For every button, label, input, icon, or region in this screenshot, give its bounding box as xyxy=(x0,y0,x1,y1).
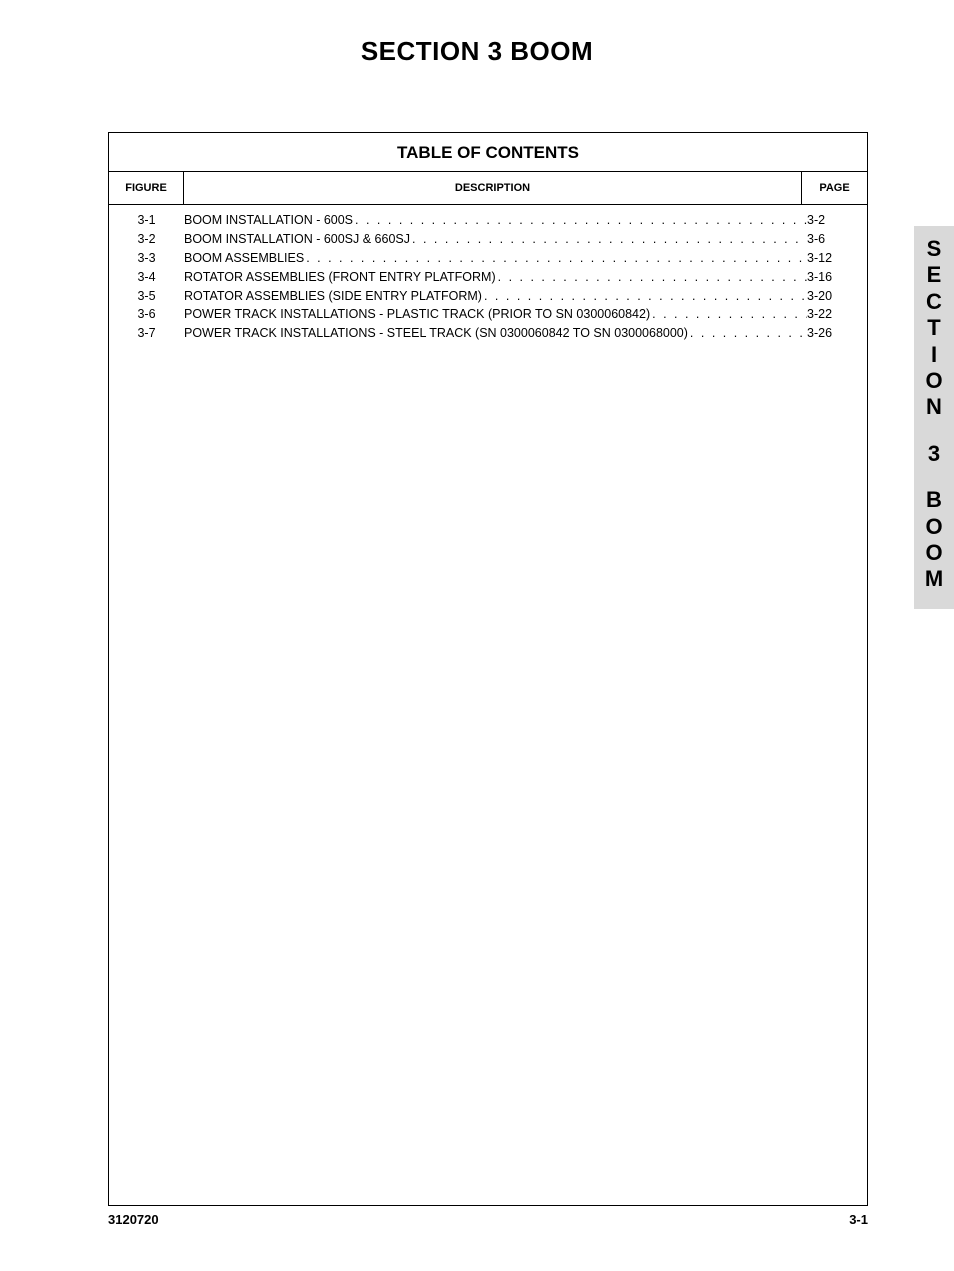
side-tab-char: E xyxy=(927,262,942,288)
toc-leader xyxy=(650,306,807,323)
toc-description-wrap: ROTATOR ASSEMBLIES (SIDE ENTRY PLATFORM)… xyxy=(184,288,867,305)
toc-title: TABLE OF CONTENTS xyxy=(109,133,867,172)
toc-leader xyxy=(304,250,807,267)
toc-page: 3-2 xyxy=(807,212,855,229)
toc-description-wrap: POWER TRACK INSTALLATIONS - STEEL TRACK … xyxy=(184,325,867,342)
toc-figure: 3-6 xyxy=(109,306,184,323)
footer-right: 3-1 xyxy=(849,1212,868,1227)
toc-row: 3-4ROTATOR ASSEMBLIES (FRONT ENTRY PLATF… xyxy=(109,268,867,287)
footer-left: 3120720 xyxy=(108,1212,159,1227)
toc-page: 3-26 xyxy=(807,325,855,342)
side-tab-char: S xyxy=(927,236,942,262)
toc-row: 3-5ROTATOR ASSEMBLIES (SIDE ENTRY PLATFO… xyxy=(109,287,867,306)
toc-row: 3-6POWER TRACK INSTALLATIONS - PLASTIC T… xyxy=(109,305,867,324)
toc-header-page: PAGE xyxy=(802,172,867,204)
toc-description-wrap: POWER TRACK INSTALLATIONS - PLASTIC TRAC… xyxy=(184,306,867,323)
side-tab-char: C xyxy=(926,289,942,315)
toc-figure: 3-3 xyxy=(109,250,184,267)
toc-body: 3-1BOOM INSTALLATION - 600S 3-23-2BOOM I… xyxy=(109,205,867,1205)
side-tab-char: O xyxy=(925,368,942,394)
toc-description: BOOM ASSEMBLIES xyxy=(184,250,304,267)
footer: 3120720 3-1 xyxy=(108,1205,868,1227)
toc-description: ROTATOR ASSEMBLIES (SIDE ENTRY PLATFORM) xyxy=(184,288,482,305)
toc-row: 3-2BOOM INSTALLATION - 600SJ & 660SJ 3-6 xyxy=(109,230,867,249)
toc-description: POWER TRACK INSTALLATIONS - STEEL TRACK … xyxy=(184,325,688,342)
toc-figure: 3-7 xyxy=(109,325,184,342)
toc-row: 3-1BOOM INSTALLATION - 600S 3-2 xyxy=(109,211,867,230)
side-tab-char: T xyxy=(927,315,940,341)
toc-row: 3-3BOOM ASSEMBLIES 3-12 xyxy=(109,249,867,268)
toc-figure: 3-4 xyxy=(109,269,184,286)
table-of-contents: TABLE OF CONTENTS FIGURE DESCRIPTION PAG… xyxy=(108,132,868,1206)
toc-description: BOOM INSTALLATION - 600SJ & 660SJ xyxy=(184,231,410,248)
toc-figure: 3-1 xyxy=(109,212,184,229)
toc-leader xyxy=(410,231,807,248)
toc-header-figure: FIGURE xyxy=(109,172,184,204)
toc-page: 3-20 xyxy=(807,288,855,305)
side-tab-char: N xyxy=(926,394,942,420)
toc-description: BOOM INSTALLATION - 600S xyxy=(184,212,353,229)
toc-description-wrap: ROTATOR ASSEMBLIES (FRONT ENTRY PLATFORM… xyxy=(184,269,867,286)
toc-description: ROTATOR ASSEMBLIES (FRONT ENTRY PLATFORM… xyxy=(184,269,496,286)
toc-description-wrap: BOOM INSTALLATION - 600S 3-2 xyxy=(184,212,867,229)
toc-page: 3-22 xyxy=(807,306,855,323)
toc-leader xyxy=(496,269,807,286)
toc-figure: 3-2 xyxy=(109,231,184,248)
toc-leader xyxy=(482,288,807,305)
toc-description-wrap: BOOM INSTALLATION - 600SJ & 660SJ 3-6 xyxy=(184,231,867,248)
toc-header-row: FIGURE DESCRIPTION PAGE xyxy=(109,172,867,205)
side-tab-char: O xyxy=(925,540,942,566)
side-tab-char: I xyxy=(931,342,937,368)
toc-page: 3-6 xyxy=(807,231,855,248)
toc-page: 3-16 xyxy=(807,269,855,286)
toc-row: 3-7POWER TRACK INSTALLATIONS - STEEL TRA… xyxy=(109,324,867,343)
toc-description-wrap: BOOM ASSEMBLIES 3-12 xyxy=(184,250,867,267)
toc-header-description: DESCRIPTION xyxy=(184,172,802,204)
side-tab-char: B xyxy=(926,487,942,513)
page-title: SECTION 3 BOOM xyxy=(0,36,954,67)
toc-leader xyxy=(688,325,807,342)
toc-figure: 3-5 xyxy=(109,288,184,305)
toc-description: POWER TRACK INSTALLATIONS - PLASTIC TRAC… xyxy=(184,306,650,323)
toc-leader xyxy=(353,212,807,229)
side-tab-char: 3 xyxy=(928,441,940,467)
side-tab-char: O xyxy=(925,514,942,540)
side-tab-char: M xyxy=(925,566,943,592)
toc-page: 3-12 xyxy=(807,250,855,267)
side-tab: SECTION3BOOM xyxy=(914,226,954,609)
